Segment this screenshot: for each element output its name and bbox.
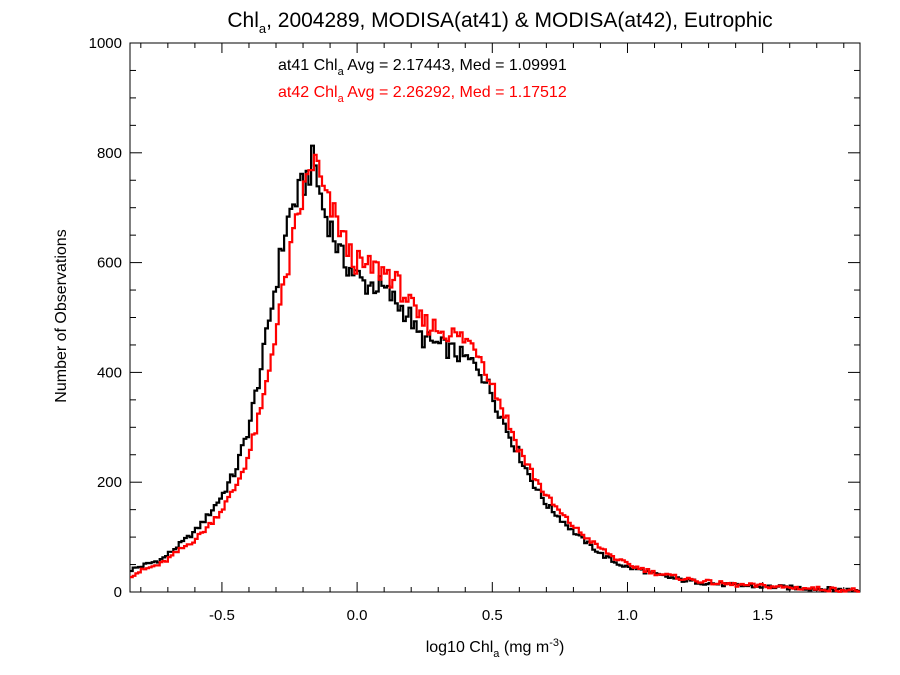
- x-tick-label: 0.5: [482, 607, 503, 624]
- y-tick-label: 200: [97, 474, 122, 491]
- y-tick-label: 0: [114, 584, 122, 601]
- x-tick-label: 1.5: [752, 607, 773, 624]
- axis-ticks: -0.5 0.0 0.5 1.0 1.5 0 200 400 600 800 1000: [89, 35, 860, 624]
- series-lines: [130, 144, 860, 593]
- y-tick-label: 800: [97, 145, 122, 162]
- stats-annotations: at41 Chla Avg = 2.17443, Med = 1.09991 at…: [278, 57, 567, 105]
- y-axis-label: Number of Observations: [53, 229, 70, 402]
- plot-frame: [129, 42, 861, 593]
- stats-label-at41: at41 Chla Avg = 2.17443, Med = 1.09991: [278, 57, 567, 78]
- chart-title: Chla, 2004289, MODISA(at41) & MODISA(at4…: [227, 9, 772, 36]
- series-line-at41: [130, 144, 860, 593]
- x-tick-label: 1.0: [617, 607, 638, 624]
- y-tick-label: 1000: [89, 35, 122, 52]
- y-tick-label: 600: [97, 255, 122, 272]
- stats-label-at42: at42 Chla Avg = 2.26292, Med = 1.17512: [278, 84, 567, 105]
- x-tick-label: -0.5: [209, 607, 235, 624]
- plot-area: [129, 42, 861, 593]
- x-tick-label: 0.0: [347, 607, 368, 624]
- y-tick-label: 400: [97, 364, 122, 381]
- x-axis-label: log10 Chla (mg m-3): [426, 637, 565, 660]
- series-line-at42: [130, 153, 860, 593]
